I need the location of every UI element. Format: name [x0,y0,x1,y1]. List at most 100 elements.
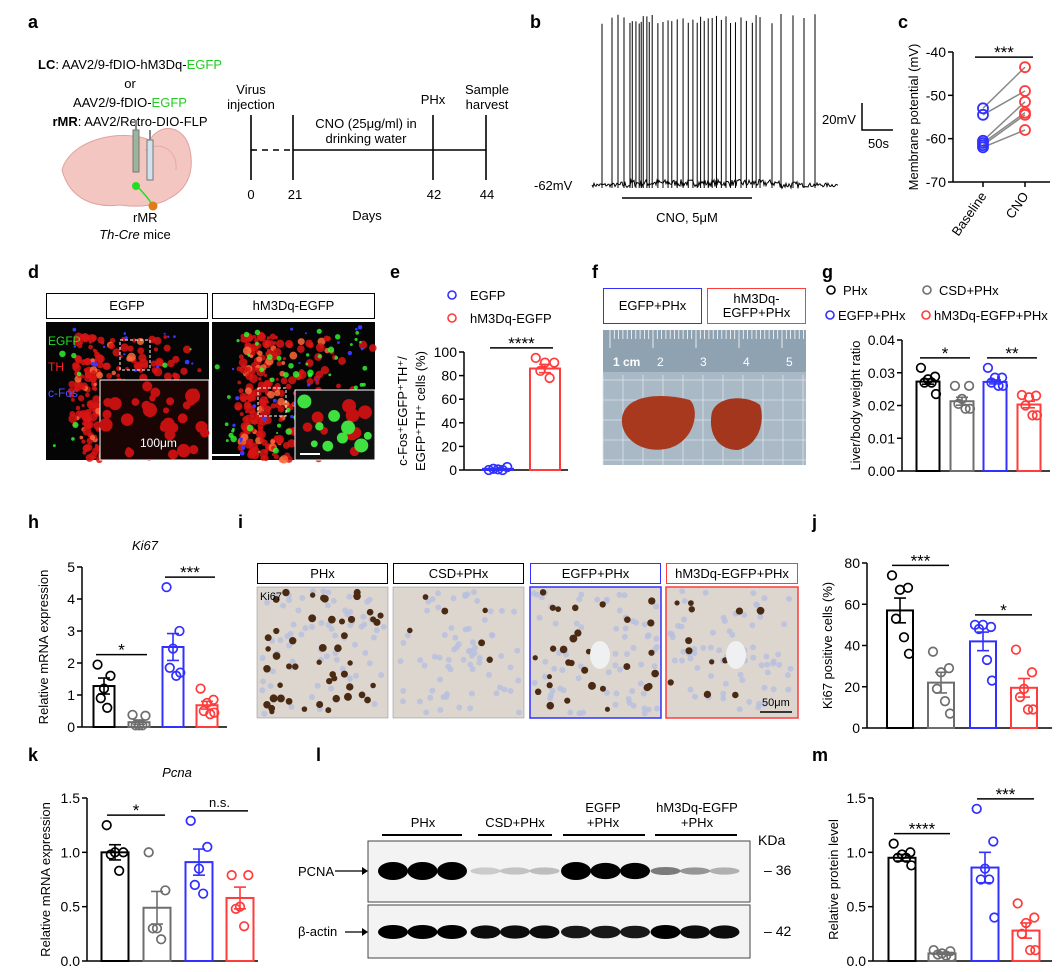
significance-label: * [1000,601,1007,620]
hepatocyte-nucleus [613,625,620,632]
hepatocyte-nucleus [785,686,792,693]
hepatocyte-nucleus [787,665,794,672]
ki67-positive-nucleus [277,682,283,688]
th-cell [286,342,293,349]
hepatocyte-nucleus [360,613,367,620]
th-cell [163,344,171,352]
data-point [189,879,200,891]
hepatocyte-nucleus [775,651,782,658]
hepatocyte-nucleus [298,631,305,638]
th-cell [257,350,263,357]
ki67-positive-nucleus [568,659,575,667]
channel-cfos: c-Fos [48,386,78,400]
ki67-positive-nucleus [422,594,429,600]
data-point [919,377,930,388]
inset-cell [177,413,188,424]
timeline-day-44: 44 [479,187,495,202]
ki67-positive-nucleus [441,607,449,615]
hepatocyte-nucleus [456,704,463,711]
hepatocyte-nucleus [507,664,514,671]
cfos-nucleus [184,359,190,365]
hepatocyte-nucleus [498,652,505,659]
th-cell [96,371,103,379]
egfp-cell [259,367,265,373]
inset-cell [131,398,140,406]
th-cell [239,412,244,417]
th-cell [91,403,96,407]
th-cell [155,359,163,367]
panel-label-i: i [238,512,244,532]
data-point [888,838,899,849]
hepatocyte-nucleus [739,676,746,683]
data-point [1014,691,1026,703]
th-cell [92,348,96,352]
y-tick-label: 0 [67,719,75,735]
ki67-positive-nucleus [309,592,316,598]
egfp-cell [334,334,341,340]
th-cell [288,376,297,385]
inset-cell [342,398,357,413]
data-point [931,683,943,694]
egfp-cell [327,346,335,353]
bar [982,380,1008,473]
blot-row-actin-label: β-actin [298,924,338,939]
ki67-positive-nucleus [709,659,715,665]
hepatocyte-nucleus [616,607,623,614]
hepatocyte-nucleus [764,669,771,676]
data-point [147,923,158,934]
hepatocyte-nucleus [471,644,478,651]
hepatocyte-nucleus [638,661,645,668]
th-cell [106,372,113,379]
hepatocyte-nucleus [749,622,756,629]
ki67-positive-nucleus [685,647,693,655]
inset-cell [120,413,134,426]
timeline-harvest-label: Sample harvest [464,82,510,112]
hepatocyte-nucleus [501,686,508,693]
data-point [156,934,167,945]
th-cell [264,385,270,390]
y-tick-label: 0.02 [868,398,895,414]
hepatocyte-nucleus [542,658,549,665]
significance-label: *** [911,551,931,570]
data-point [492,464,504,475]
th-cell [137,347,145,355]
legend-marker [922,285,932,295]
inset-cell [354,438,369,453]
data-point [973,623,985,635]
hepatocyte-nucleus [679,657,686,664]
hepatocyte-nucleus [400,639,407,646]
hepatocyte-nucleus [488,632,495,639]
th-cell [89,434,96,441]
hepatocyte-nucleus [346,593,353,600]
hepatocyte-nucleus [707,673,714,680]
th-cell [132,338,137,343]
egfp-cell [276,355,282,361]
ki67-positive-nucleus [623,663,631,671]
th-cell [282,442,290,449]
pcna-band [620,862,650,880]
legend-marker [826,285,836,295]
cfos-nucleus [124,336,128,340]
egfp-cell [226,395,231,399]
chart-e: 0 20 40 60 80 100 c-Fos⁺EGFP⁺TH⁺/EGFP⁺TH⁺ cell… [395,288,568,478]
chart-c: -40 -50 -60 -70 Membrane potential (mV) Basel… [906,43,1050,239]
hepatocyte-nucleus [440,693,447,700]
th-cell [238,388,244,394]
panel-label-d: d [28,262,39,282]
hepatocyte-nucleus [417,657,424,664]
hepatocyte-nucleus [515,677,522,684]
th-cell [260,410,266,417]
cfos-nucleus [156,364,160,369]
data-point [1023,392,1035,403]
data-point [894,584,906,595]
hepatocyte-nucleus [746,698,753,705]
th-cell [103,362,111,370]
th-cell [246,438,253,446]
th-cell [197,368,202,373]
legend-label: CSD+PHx [939,283,999,298]
ki67-positive-nucleus [756,606,765,615]
ki67-positive-nucleus [263,701,271,709]
pcna-band [529,867,560,875]
y-axis-label: EGFP⁺TH⁺ cells (%) [413,351,428,471]
hepatocyte-nucleus [469,666,476,673]
